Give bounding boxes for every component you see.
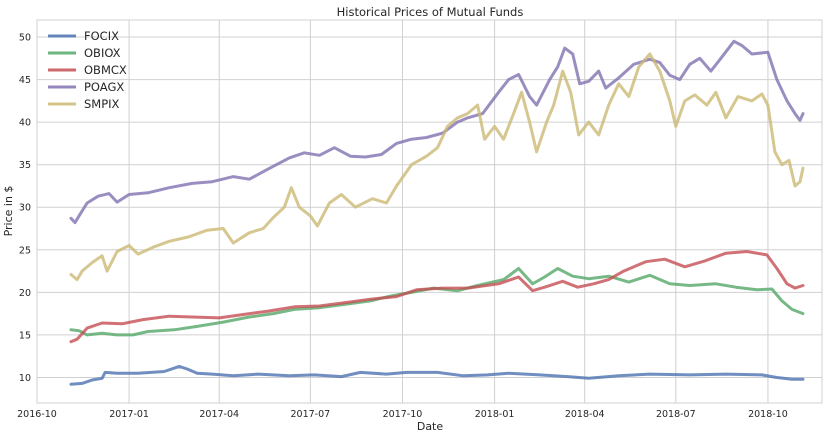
y-tick-labels: 10 15 20 25 30 35 40 45 50 bbox=[19, 33, 31, 384]
plot-frame bbox=[36, 19, 823, 404]
x-tick-label: 2018-10 bbox=[748, 409, 788, 420]
y-tick-label: 10 bbox=[19, 373, 31, 384]
y-tick-label: 50 bbox=[19, 33, 31, 44]
y-tick-label: 25 bbox=[19, 245, 31, 256]
chart-title: Historical Prices of Mutual Funds bbox=[337, 5, 524, 19]
legend-label-focix: FOCIX bbox=[84, 29, 119, 43]
y-axis-title: Price in $ bbox=[2, 186, 15, 237]
y-tick-label: 45 bbox=[19, 75, 31, 86]
x-tick-label: 2017-01 bbox=[109, 409, 149, 420]
series-line-obmcx bbox=[69, 250, 805, 344]
legend-label-obiox: OBIOX bbox=[84, 46, 121, 60]
x-tick-label: 2018-07 bbox=[656, 409, 696, 420]
legend-label-smpix: SMPIX bbox=[84, 97, 120, 111]
x-axis-title: Date bbox=[417, 420, 444, 433]
series-line-obiox bbox=[69, 267, 805, 337]
series-line-poagx bbox=[69, 39, 805, 225]
x-tick-label: 2017-04 bbox=[199, 409, 239, 420]
legend-label-obmcx: OBMCX bbox=[84, 63, 127, 77]
y-tick-label: 15 bbox=[19, 330, 31, 341]
y-tick-label: 40 bbox=[19, 118, 31, 129]
x-tick-label: 2017-07 bbox=[290, 409, 330, 420]
x-tick-label: 2018-01 bbox=[475, 409, 515, 420]
series-line-smpix bbox=[69, 52, 805, 282]
y-tick-label: 30 bbox=[19, 203, 31, 214]
series-lines bbox=[69, 39, 805, 386]
x-tick-label: 2018-04 bbox=[565, 409, 605, 420]
x-gridlines bbox=[36, 20, 769, 403]
x-tick-label: 2016-10 bbox=[17, 409, 57, 420]
x-tick-label: 2017-10 bbox=[383, 409, 423, 420]
series-line-focix bbox=[69, 364, 805, 386]
y-tick-label: 20 bbox=[19, 288, 31, 299]
legend: FOCIX OBIOX OBMCX POAGX SMPIX bbox=[48, 29, 127, 111]
legend-label-poagx: POAGX bbox=[84, 80, 124, 94]
y-gridlines bbox=[37, 36, 822, 378]
x-tick-labels: 2016-10 2017-01 2017-04 2017-07 2017-10 2018-… bbox=[17, 409, 788, 420]
y-tick-label: 35 bbox=[19, 160, 31, 171]
